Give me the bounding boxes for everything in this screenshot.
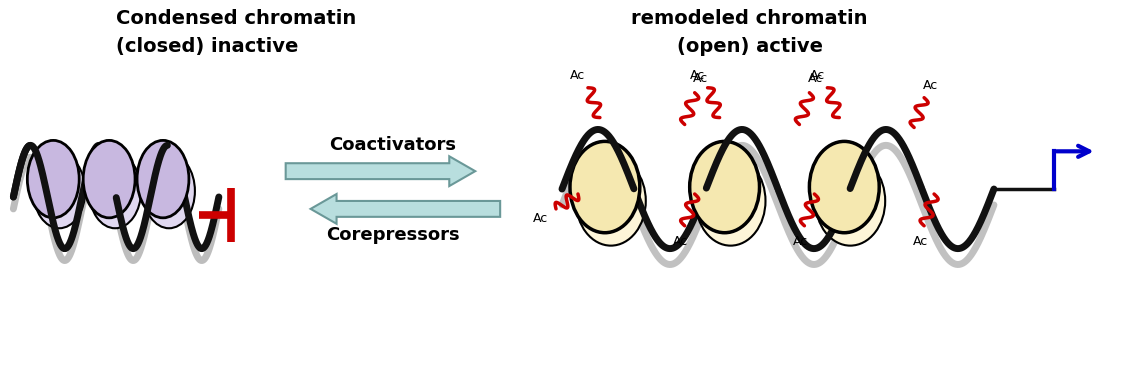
Ellipse shape <box>570 141 640 233</box>
Ellipse shape <box>27 140 80 218</box>
Text: Corepressors: Corepressors <box>326 226 459 244</box>
Text: Ac: Ac <box>810 69 825 82</box>
Text: remodeled chromatin: remodeled chromatin <box>631 9 868 28</box>
Text: Ac: Ac <box>532 212 548 225</box>
Ellipse shape <box>810 141 879 233</box>
Ellipse shape <box>695 156 766 245</box>
Text: Ac: Ac <box>793 235 809 248</box>
FancyArrow shape <box>311 194 500 224</box>
Text: Ac: Ac <box>913 235 928 248</box>
Ellipse shape <box>815 156 885 245</box>
Text: Ac: Ac <box>693 72 709 85</box>
Text: Ac: Ac <box>922 79 938 92</box>
Ellipse shape <box>690 141 759 233</box>
Text: (closed) inactive: (closed) inactive <box>116 37 299 56</box>
Text: Condensed chromatin: Condensed chromatin <box>116 9 356 28</box>
Ellipse shape <box>576 156 646 245</box>
Text: Ac: Ac <box>673 235 688 248</box>
Text: Ac: Ac <box>690 69 705 82</box>
Text: Coactivators: Coactivators <box>329 137 456 154</box>
Ellipse shape <box>137 140 189 218</box>
Text: Ac: Ac <box>570 69 585 82</box>
FancyArrow shape <box>285 156 475 186</box>
Ellipse shape <box>89 154 141 228</box>
Ellipse shape <box>143 154 195 228</box>
Ellipse shape <box>34 154 85 228</box>
Text: (open) active: (open) active <box>676 37 822 56</box>
Text: Ac: Ac <box>807 72 823 85</box>
Ellipse shape <box>83 140 135 218</box>
